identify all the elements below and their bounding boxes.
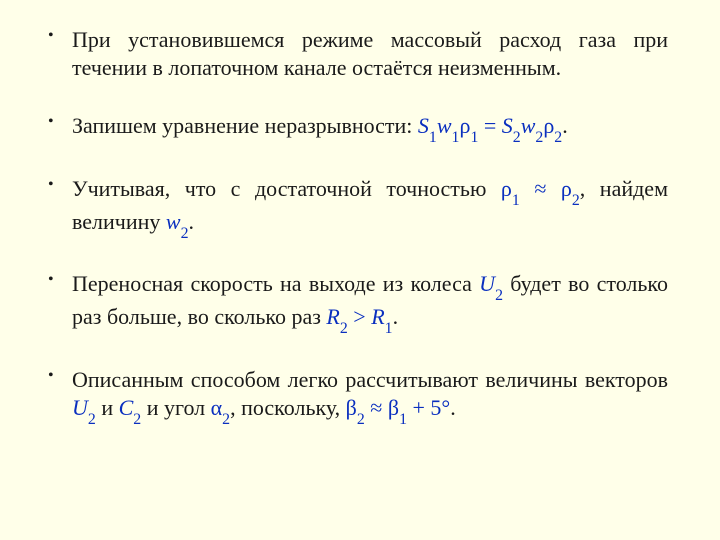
formula-run: 2 — [340, 320, 348, 337]
formula-run: 1 — [470, 129, 478, 146]
slide: При установившемся режиме массовый расхо… — [0, 0, 720, 540]
formula-run: 2 — [133, 411, 141, 428]
formula-run: U — [479, 271, 495, 296]
bullet-item: Учитывая, что с достаточной точностью ρ1… — [42, 175, 668, 240]
text-run: , поскольку, — [230, 395, 346, 420]
formula-run: 1 — [512, 192, 520, 209]
formula-run: ≈ — [520, 176, 561, 201]
formula-run: 1 — [399, 411, 407, 428]
text-run: Описанным способом легко рассчитывают ве… — [72, 367, 668, 392]
formula-run: > — [348, 304, 371, 329]
formula-run: 1 — [452, 129, 460, 146]
formula-run: w — [521, 113, 536, 138]
text-run: и — [96, 395, 119, 420]
formula-run: w — [166, 209, 181, 234]
bullet-list: При установившемся режиме массовый расхо… — [42, 26, 668, 426]
formula-run: ρ — [459, 113, 470, 138]
formula-run: U — [72, 395, 88, 420]
bullet-item: Переносная скорость на выходе из колеса … — [42, 270, 668, 335]
formula-run: α — [211, 395, 223, 420]
text-run: Запишем уравнение неразрывности: — [72, 113, 418, 138]
formula-run: 2 — [513, 129, 521, 146]
text-run: . — [450, 395, 456, 420]
formula-run: 2 — [495, 287, 503, 304]
formula-run: 2 — [572, 192, 580, 209]
formula-run: R — [326, 304, 339, 329]
bullet-item: Описанным способом легко рассчитывают ве… — [42, 366, 668, 427]
text-run: Учитывая, что с достаточной точностью — [72, 176, 501, 201]
formula-run: 2 — [222, 411, 230, 428]
formula-run: R — [371, 304, 384, 329]
bullet-item: Запишем уравнение неразрывности: S1w1ρ1 … — [42, 112, 668, 145]
formula-run: 2 — [554, 129, 562, 146]
text-run: . — [393, 304, 399, 329]
formula-run: ρ — [561, 176, 572, 201]
formula-run: β — [388, 395, 399, 420]
formula-run: w — [437, 113, 452, 138]
formula-run: 1 — [385, 320, 393, 337]
formula-run: ρ — [501, 176, 512, 201]
formula-run: + 5° — [407, 395, 450, 420]
formula-run: 2 — [535, 129, 543, 146]
bullet-item: При установившемся режиме массовый расхо… — [42, 26, 668, 82]
text-run: . — [189, 209, 195, 234]
formula-run: S — [502, 113, 513, 138]
formula-run: ρ — [543, 113, 554, 138]
text-run: Переносная скорость на выходе из колеса — [72, 271, 479, 296]
text-run: и угол — [141, 395, 210, 420]
formula-run: = — [478, 113, 501, 138]
text-run: При установившемся режиме массовый расхо… — [72, 27, 668, 80]
text-run: . — [562, 113, 568, 138]
formula-run: 2 — [357, 411, 365, 428]
formula-run: S — [418, 113, 429, 138]
formula-run: β — [346, 395, 357, 420]
formula-run: ≈ — [365, 395, 388, 420]
formula-run: 2 — [181, 225, 189, 242]
formula-run: C — [119, 395, 134, 420]
formula-run: 1 — [429, 129, 437, 146]
formula-run: 2 — [88, 411, 96, 428]
